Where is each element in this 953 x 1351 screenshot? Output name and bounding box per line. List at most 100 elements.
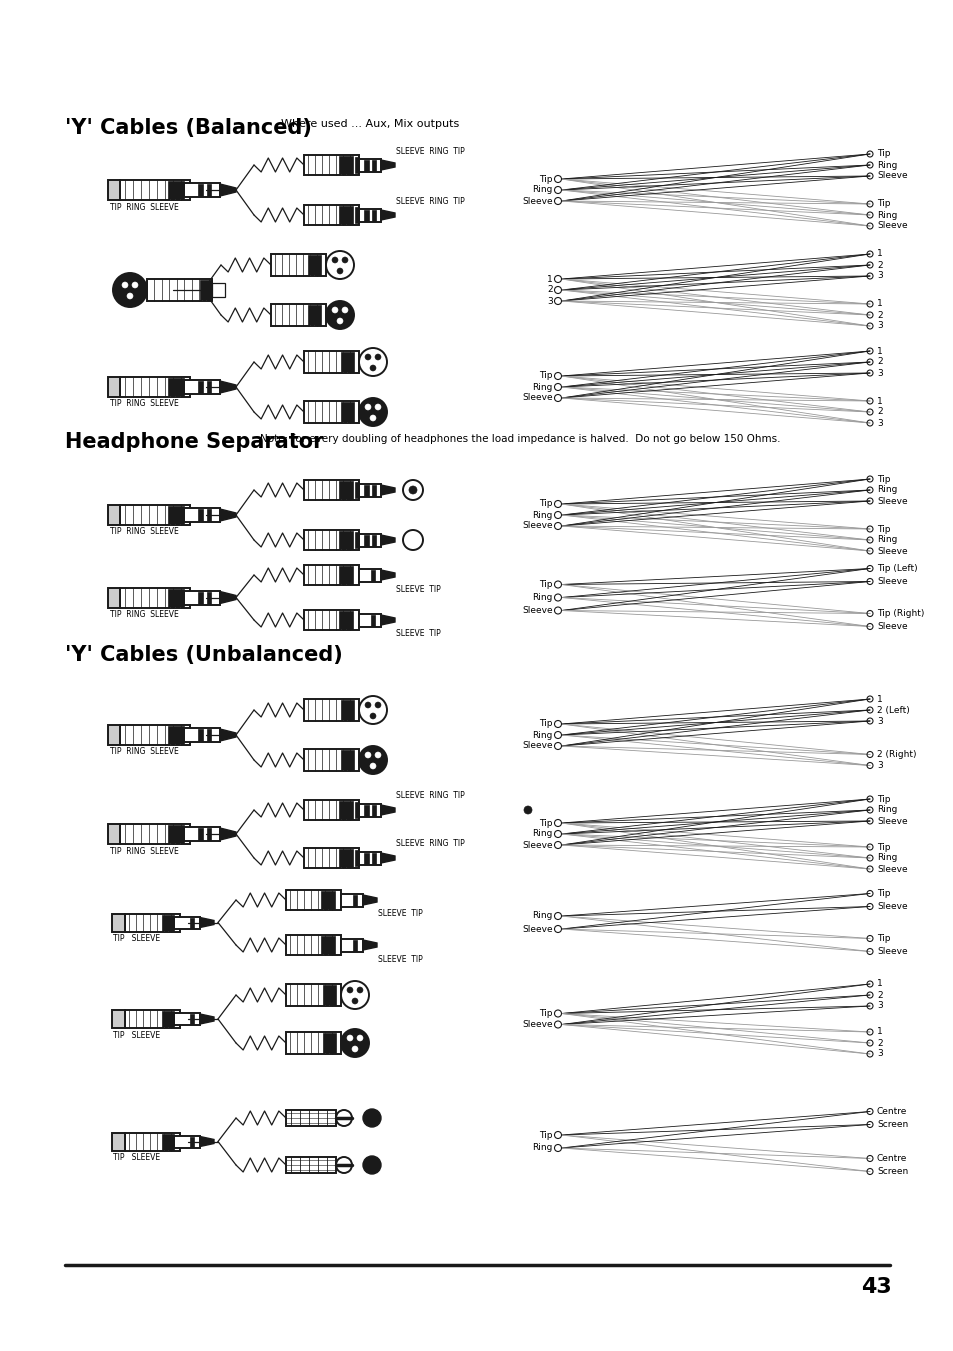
Bar (173, 1013, 200, 1025)
Bar (120, 588, 190, 608)
Bar (320, 892, 335, 909)
Bar (168, 725, 184, 744)
Bar (372, 159, 375, 170)
Circle shape (370, 713, 375, 719)
Bar (355, 482, 358, 499)
Bar (340, 939, 363, 951)
Text: Sleeve: Sleeve (522, 607, 553, 615)
Bar (168, 507, 184, 524)
Polygon shape (220, 828, 235, 840)
Circle shape (375, 404, 380, 409)
Text: SLEEVE  TIP: SLEEVE TIP (395, 585, 440, 593)
Text: 3: 3 (876, 322, 882, 331)
Polygon shape (200, 917, 213, 928)
Bar (286, 984, 340, 1006)
Text: Sleeve: Sleeve (876, 172, 906, 181)
Polygon shape (220, 509, 235, 521)
Bar (108, 588, 120, 608)
Bar (184, 182, 220, 197)
Circle shape (132, 282, 138, 288)
Circle shape (347, 988, 353, 993)
Bar (198, 509, 203, 521)
Text: Ring: Ring (876, 535, 897, 544)
Text: Ring: Ring (532, 912, 553, 920)
Bar (112, 1132, 125, 1151)
Circle shape (409, 486, 416, 494)
Bar (372, 852, 375, 863)
Bar (190, 1136, 193, 1147)
Circle shape (375, 753, 380, 758)
Text: Sleeve: Sleeve (876, 547, 906, 555)
Polygon shape (380, 535, 395, 544)
Text: TIP   SLEEVE: TIP SLEEVE (112, 1031, 160, 1039)
Bar (340, 353, 354, 372)
Text: Ring: Ring (532, 185, 553, 195)
Bar (340, 403, 354, 422)
Bar (304, 205, 358, 226)
Circle shape (336, 317, 343, 324)
Bar (338, 848, 353, 867)
Circle shape (402, 480, 422, 500)
Text: Sleeve: Sleeve (876, 902, 906, 911)
Text: TIP  RING  SLEEVE: TIP RING SLEEVE (110, 747, 178, 757)
Text: Tip: Tip (876, 474, 889, 484)
Bar (184, 728, 220, 742)
Text: 3: 3 (876, 1001, 882, 1011)
Circle shape (340, 981, 369, 1009)
Polygon shape (200, 1136, 213, 1147)
Text: Tip: Tip (876, 200, 889, 208)
Circle shape (127, 293, 132, 299)
Bar (286, 935, 340, 955)
Text: Sleeve: Sleeve (876, 222, 906, 231)
Bar (184, 508, 220, 521)
Bar (340, 750, 354, 770)
Text: 2: 2 (876, 990, 882, 1000)
Text: TIP  RING  SLEEVE: TIP RING SLEEVE (110, 611, 178, 619)
Text: 1: 1 (876, 979, 882, 989)
Text: SLEEVE  RING  TIP: SLEEVE RING TIP (395, 196, 464, 205)
Text: 43: 43 (861, 1277, 891, 1297)
Circle shape (356, 1035, 363, 1042)
Circle shape (363, 1156, 380, 1174)
Bar (168, 589, 184, 607)
Text: Ring: Ring (876, 485, 897, 494)
Polygon shape (220, 592, 235, 604)
Circle shape (365, 703, 371, 708)
Text: Tip: Tip (539, 720, 553, 728)
Bar (207, 509, 211, 521)
Bar (112, 913, 125, 931)
Bar (304, 800, 358, 820)
Circle shape (375, 354, 380, 359)
Circle shape (365, 404, 371, 409)
Bar (338, 155, 353, 174)
Text: 1: 1 (547, 274, 553, 284)
Text: Tip (Left): Tip (Left) (876, 563, 917, 573)
Circle shape (358, 399, 387, 426)
Text: Tip: Tip (876, 524, 889, 534)
Polygon shape (363, 940, 376, 950)
Bar (198, 828, 203, 840)
Bar (286, 1032, 340, 1054)
Bar (304, 480, 358, 500)
Circle shape (370, 763, 375, 769)
Bar (162, 1011, 173, 1027)
Text: Tip: Tip (539, 1009, 553, 1019)
Bar (271, 254, 326, 276)
Text: Headphone Separator: Headphone Separator (65, 432, 323, 453)
Circle shape (347, 1035, 353, 1042)
Text: Note: for every doubling of headphones the load impedance is halved.  Do not go : Note: for every doubling of headphones t… (260, 434, 780, 444)
Text: 3: 3 (876, 761, 882, 770)
Text: 2: 2 (547, 285, 553, 295)
Bar (364, 209, 369, 220)
Bar (207, 184, 211, 196)
Text: Sleeve: Sleeve (522, 1020, 553, 1029)
Bar (304, 351, 358, 373)
Text: Sleeve: Sleeve (522, 393, 553, 403)
Text: Sleeve: Sleeve (522, 742, 553, 751)
Circle shape (365, 354, 371, 359)
Bar (200, 280, 212, 300)
Text: 1: 1 (876, 346, 882, 355)
Bar (120, 725, 190, 744)
Bar (371, 570, 375, 581)
Bar (207, 828, 211, 840)
